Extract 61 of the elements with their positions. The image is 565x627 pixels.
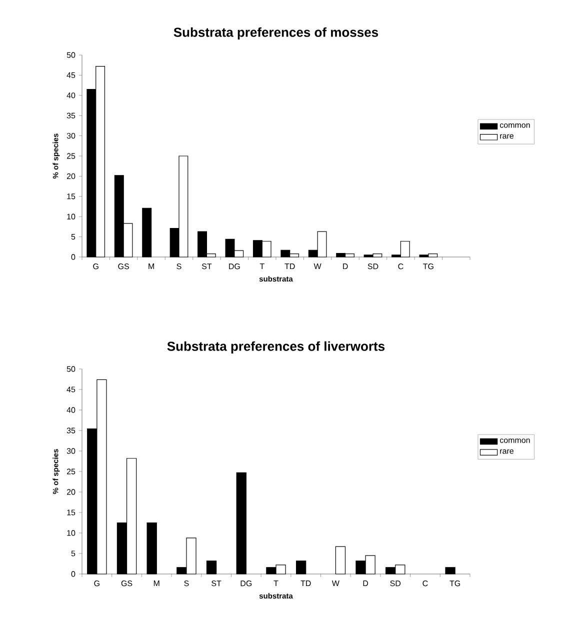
x-tick-label: M <box>154 580 160 586</box>
y-tick-label: 30 <box>66 132 76 139</box>
x-tick-label: SD <box>368 264 378 270</box>
y-tick-label: 35 <box>66 112 76 118</box>
legend-label: common <box>500 438 530 443</box>
x-tick-label: T <box>260 264 264 270</box>
x-tick-label: D <box>343 264 348 270</box>
chart-title: Substrata preferences of mosses <box>174 27 378 40</box>
bar <box>146 522 157 574</box>
y-tick-label: 10 <box>67 214 76 220</box>
x-tick-label: C <box>398 264 404 270</box>
y-tick-label: 10 <box>67 530 76 536</box>
x-tick-label: C <box>422 580 428 586</box>
legend-label: common <box>500 123 530 128</box>
x-tick-label: DG <box>240 580 252 586</box>
bar <box>445 567 456 574</box>
x-tick-label: GS <box>121 580 132 586</box>
y-tick-label: 5 <box>71 550 76 556</box>
x-tick-label: ST <box>212 580 222 586</box>
bar <box>236 472 246 574</box>
x-tick-label: W <box>332 580 340 586</box>
x-tick-label: T <box>274 580 278 586</box>
x-tick-label: S <box>176 264 182 270</box>
x-tick-label: G <box>93 264 98 270</box>
legend-label: rare <box>500 449 514 454</box>
x-tick-label: M <box>148 264 154 270</box>
y-tick-label: 0 <box>71 571 76 577</box>
y-tick-label: 40 <box>66 407 76 413</box>
y-tick-label: 25 <box>66 153 76 159</box>
x-tick-label: DG <box>229 264 240 270</box>
x-tick-label: W <box>314 264 322 270</box>
y-tick-label: 20 <box>66 173 76 180</box>
y-tick-label: 45 <box>66 386 76 392</box>
y-tick-label: 15 <box>67 194 76 200</box>
y-tick-label: 45 <box>66 72 76 78</box>
y-tick-label: 0 <box>71 254 76 260</box>
y-tick-label: 20 <box>66 489 76 495</box>
bar <box>206 560 217 574</box>
y-tick-label: 40 <box>66 92 76 98</box>
x-tick-label: TD <box>300 580 311 586</box>
y-tick-label: 5 <box>71 234 76 240</box>
y-tick-label: 30 <box>66 448 76 454</box>
x-tick-label: SD <box>390 580 401 586</box>
y-tick-label: 15 <box>67 510 76 516</box>
bar <box>142 208 152 258</box>
y-tick-label: 50 <box>66 366 76 372</box>
bar <box>335 546 346 574</box>
y-tick-label: 50 <box>66 52 76 58</box>
x-tick-label: D <box>363 580 368 586</box>
legend-label: rare <box>500 134 514 139</box>
bar <box>296 560 306 574</box>
x-tick-label: TG <box>450 580 460 586</box>
x-tick-label: G <box>94 580 100 586</box>
x-tick-label: GS <box>118 264 129 270</box>
x-tick-label: TG <box>423 264 434 270</box>
x-tick-label: TD <box>284 264 295 270</box>
y-tick-label: 25 <box>66 468 76 474</box>
y-tick-label: 35 <box>66 428 76 434</box>
chart-title: Substrata preferences of liverworts <box>167 341 385 354</box>
x-tick-label: S <box>184 580 189 586</box>
x-tick-label: ST <box>202 264 212 270</box>
